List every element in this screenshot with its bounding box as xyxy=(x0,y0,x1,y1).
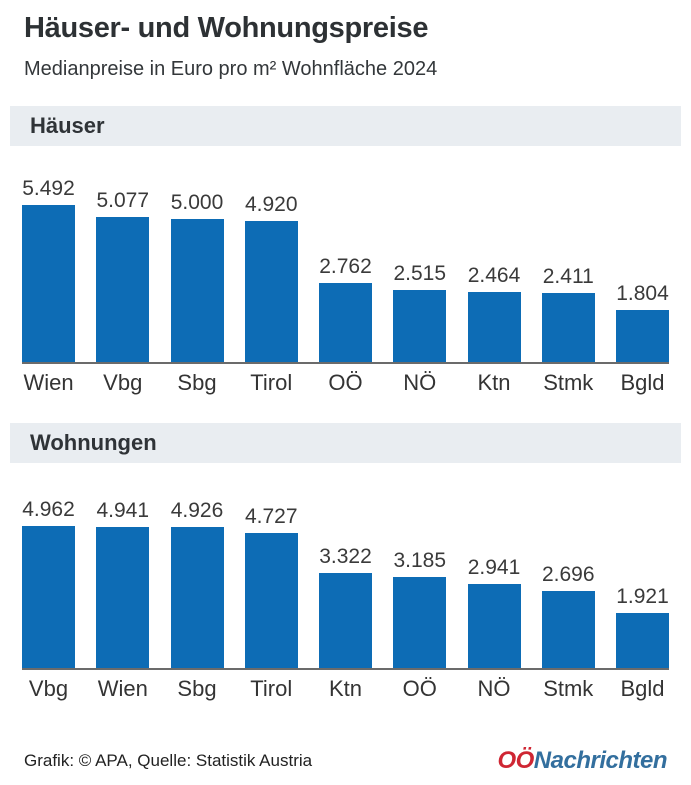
bar xyxy=(616,613,669,668)
bar-value-label: 4.926 xyxy=(170,499,224,522)
category-label: Sbg xyxy=(177,370,217,395)
bar-value-label: 4.920 xyxy=(244,193,298,216)
category-axis-haeuser: Wien Vbg Sbg Tirol OÖ NÖ Ktn Stmk Bgld xyxy=(22,370,669,397)
bar-value-label: 5.077 xyxy=(96,189,150,212)
bar xyxy=(170,527,224,668)
bar-group: 4.926 xyxy=(170,499,224,668)
section-header-label: Häuser xyxy=(30,113,105,138)
bar-group: 4.962 xyxy=(22,498,75,668)
bar-value-label: 3.322 xyxy=(319,545,372,568)
bar-group: 5.000 xyxy=(170,191,224,362)
bar xyxy=(319,573,372,668)
bar-group: 4.727 xyxy=(244,505,298,668)
bar xyxy=(393,290,447,362)
category-label: Vbg xyxy=(103,370,143,395)
bar-group: 2.411 xyxy=(541,265,595,362)
bar-value-label: 2.515 xyxy=(393,262,447,285)
bar-group: 2.696 xyxy=(541,563,595,668)
source-credit: Grafik: © APA, Quelle: Statistik Austria xyxy=(24,751,313,770)
bar-group: 2.464 xyxy=(467,264,521,362)
bar xyxy=(96,217,150,362)
bar-group: 3.185 xyxy=(393,549,447,668)
oon-logo: OÖNachrichten xyxy=(497,747,667,775)
category-label: Tirol xyxy=(250,676,293,701)
category-label: Wien xyxy=(23,370,74,395)
category-label: OÖ xyxy=(328,370,363,395)
bar-value-label: 3.185 xyxy=(393,549,447,572)
bar-value-label: 1.804 xyxy=(616,282,669,305)
bar-value-label: 2.762 xyxy=(319,255,372,278)
category-label: Bgld xyxy=(620,676,665,701)
category-label: NÖ xyxy=(403,370,437,395)
bar xyxy=(244,533,298,668)
bar xyxy=(467,292,521,362)
section-header-wohnungen: Wohnungen xyxy=(10,423,681,463)
bar-value-label: 4.941 xyxy=(96,499,150,522)
bar xyxy=(541,293,595,362)
category-label: Stmk xyxy=(543,370,594,395)
bar-value-label: 5.000 xyxy=(170,191,224,214)
bar-group: 4.920 xyxy=(244,193,298,362)
bar-group: 1.804 xyxy=(616,282,669,362)
bar xyxy=(22,526,75,668)
bar-group: 1.921 xyxy=(616,585,669,668)
bar-value-label: 4.727 xyxy=(244,505,298,528)
category-label: Ktn xyxy=(477,370,511,395)
bar xyxy=(541,591,595,668)
footer: Grafik: © APA, Quelle: Statistik Austria… xyxy=(24,747,668,775)
category-axis-wohnungen: Vbg Wien Sbg Tirol Ktn OÖ NÖ Stmk Bgld xyxy=(22,676,669,703)
category-label: Sbg xyxy=(177,676,217,701)
category-label: Stmk xyxy=(543,676,594,701)
bar xyxy=(393,577,447,668)
oon-logo-oo: OÖ xyxy=(497,747,534,774)
category-label: Bgld xyxy=(620,370,665,395)
section-header-label: Wohnungen xyxy=(30,430,157,455)
category-label: Vbg xyxy=(28,676,69,701)
category-label: Ktn xyxy=(328,676,363,701)
page-subtitle: Medianpreise in Euro pro m² Wohnfläche 2… xyxy=(24,58,438,80)
bar xyxy=(616,310,669,362)
bar-value-label: 4.962 xyxy=(22,498,75,521)
bar xyxy=(96,527,150,668)
bar-value-label: 2.411 xyxy=(542,265,594,288)
bar-group: 4.941 xyxy=(96,499,150,668)
category-label: NÖ xyxy=(477,676,511,701)
bar xyxy=(467,584,521,668)
oon-logo-nachrichten: Nachrichten xyxy=(533,747,668,774)
bar-group: 5.077 xyxy=(96,189,150,362)
bar-value-label: 2.941 xyxy=(467,556,521,579)
bar-value-label: 5.492 xyxy=(22,177,75,200)
bar xyxy=(22,205,75,362)
bar-group: 2.941 xyxy=(467,556,521,668)
bar-value-label: 1.921 xyxy=(616,585,669,608)
section-header-haeuser: Häuser xyxy=(10,106,681,146)
bar xyxy=(319,283,372,362)
category-label: Wien xyxy=(97,676,148,701)
bar-group: 2.762 xyxy=(319,255,372,362)
bar-group: 5.492 xyxy=(22,177,75,362)
bar-chart-haeuser: 5.492 5.077 5.000 4.920 2.762 2.515 2.464 2.411… xyxy=(22,146,669,364)
bar-value-label: 2.464 xyxy=(467,264,521,287)
category-label: OÖ xyxy=(402,676,437,701)
bar-group: 3.322 xyxy=(319,545,372,668)
category-label: Tirol xyxy=(250,370,293,395)
page-title: Häuser- und Wohnungspreise xyxy=(24,12,429,44)
bar xyxy=(244,221,298,362)
bar-chart-wohnungen: 4.962 4.941 4.926 4.727 3.322 3.185 2.941 2.696… xyxy=(22,463,669,670)
bar-group: 2.515 xyxy=(393,262,447,362)
bar-value-label: 2.696 xyxy=(541,563,595,586)
bar xyxy=(170,219,224,362)
